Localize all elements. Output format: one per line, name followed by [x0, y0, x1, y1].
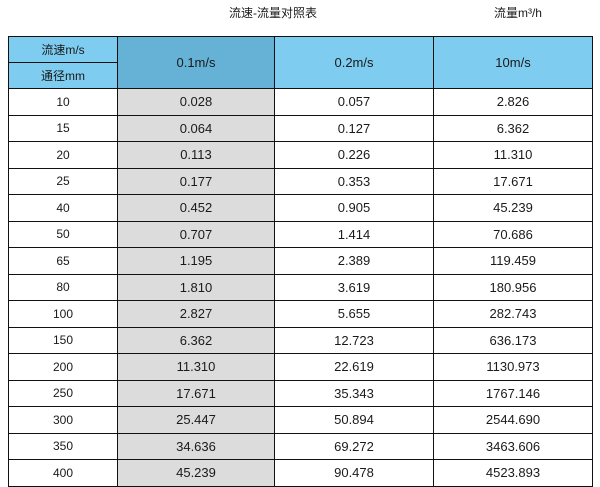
cell-flow-1: 0.113 [117, 141, 275, 169]
cell-flow-2: 35.343 [274, 379, 434, 407]
cell-flow-1: 0.707 [117, 220, 275, 248]
cell-diameter: 100 [8, 300, 118, 328]
cell-diameter: 300 [8, 406, 118, 434]
cell-flow-1: 0.452 [117, 194, 275, 222]
column-header-velocity-2: 0.2m/s [274, 36, 434, 89]
cell-flow-2: 12.723 [274, 326, 434, 354]
table-row: 80 1.810 3.619 180.956 [8, 273, 593, 301]
cell-diameter: 200 [8, 353, 118, 381]
cell-diameter: 65 [8, 247, 118, 275]
cell-flow-1: 0.028 [117, 88, 275, 116]
table-row: 400 45.239 90.478 4523.893 [8, 459, 593, 487]
cell-flow-3: 636.173 [433, 326, 593, 354]
cell-diameter: 350 [8, 432, 118, 460]
table-row: 250 17.671 35.343 1767.146 [8, 379, 593, 407]
flow-conversion-table: 流速m/s 0.1m/s 0.2m/s 10m/s 通径mm 10 0.028 0.… [8, 36, 593, 487]
table-row: 20 0.113 0.226 11.310 [8, 141, 593, 169]
cell-flow-1: 17.671 [117, 379, 275, 407]
column-header-velocity-3: 10m/s [433, 36, 593, 89]
cell-flow-1: 6.362 [117, 326, 275, 354]
cell-flow-2: 0.057 [274, 88, 434, 116]
flow-table-wrapper: 流速m/s 0.1m/s 0.2m/s 10m/s 通径mm 10 0.028 0.… [8, 36, 593, 487]
table-row: 65 1.195 2.389 119.459 [8, 247, 593, 275]
cell-flow-2: 1.414 [274, 220, 434, 248]
cell-flow-2: 3.619 [274, 273, 434, 301]
table-body: 10 0.028 0.057 2.826 15 0.064 0.127 6.362 20 0.11… [8, 88, 593, 487]
cell-flow-3: 4523.893 [433, 459, 593, 487]
cell-flow-2: 5.655 [274, 300, 434, 328]
table-row: 40 0.452 0.905 45.239 [8, 194, 593, 222]
header-row-bottom: 通径mm [8, 62, 593, 89]
cell-diameter: 400 [8, 459, 118, 487]
cell-diameter: 40 [8, 194, 118, 222]
cell-flow-3: 282.743 [433, 300, 593, 328]
cell-flow-3: 180.956 [433, 273, 593, 301]
cell-flow-3: 3463.606 [433, 432, 593, 460]
table-row: 350 34.636 69.272 3463.606 [8, 432, 593, 460]
table-row: 50 0.707 1.414 70.686 [8, 220, 593, 248]
cell-diameter: 15 [8, 114, 118, 142]
table-row: 100 2.827 5.655 282.743 [8, 300, 593, 328]
cell-flow-1: 0.064 [117, 114, 275, 142]
cell-flow-3: 45.239 [433, 194, 593, 222]
cell-flow-1: 0.177 [117, 167, 275, 195]
cell-diameter: 20 [8, 141, 118, 169]
cell-flow-2: 2.389 [274, 247, 434, 275]
cell-flow-3: 1767.146 [433, 379, 593, 407]
cell-diameter: 10 [8, 88, 118, 116]
cell-flow-1: 11.310 [117, 353, 275, 381]
cell-flow-3: 6.362 [433, 114, 593, 142]
cell-flow-3: 17.671 [433, 167, 593, 195]
table-row: 10 0.028 0.057 2.826 [8, 88, 593, 116]
cell-flow-2: 50.894 [274, 406, 434, 434]
cell-flow-1: 2.827 [117, 300, 275, 328]
cell-diameter: 250 [8, 379, 118, 407]
cell-flow-1: 25.447 [117, 406, 275, 434]
table-row: 300 25.447 50.894 2544.690 [8, 406, 593, 434]
cell-flow-2: 0.127 [274, 114, 434, 142]
table-row: 25 0.177 0.353 17.671 [8, 167, 593, 195]
cell-flow-1: 1.195 [117, 247, 275, 275]
cell-flow-2: 0.353 [274, 167, 434, 195]
cell-flow-1: 1.810 [117, 273, 275, 301]
cell-diameter: 80 [8, 273, 118, 301]
cell-flow-3: 11.310 [433, 141, 593, 169]
cell-flow-3: 119.459 [433, 247, 593, 275]
table-row: 15 0.064 0.127 6.362 [8, 114, 593, 142]
cell-flow-3: 1130.973 [433, 353, 593, 381]
cell-flow-3: 70.686 [433, 220, 593, 248]
cell-flow-2: 22.619 [274, 353, 434, 381]
cell-flow-1: 45.239 [117, 459, 275, 487]
cell-diameter: 50 [8, 220, 118, 248]
table-header: 流速m/s 0.1m/s 0.2m/s 10m/s 通径mm [8, 36, 593, 89]
unit-label: 流量m³/h [493, 6, 542, 20]
column-header-velocity-1: 0.1m/s [117, 36, 275, 89]
cell-flow-3: 2.826 [433, 88, 593, 116]
cell-flow-2: 0.905 [274, 194, 434, 222]
cell-diameter: 25 [8, 167, 118, 195]
table-row: 150 6.362 12.723 636.173 [8, 326, 593, 354]
cell-flow-1: 34.636 [117, 432, 275, 460]
cell-flow-2: 69.272 [274, 432, 434, 460]
header-row-top: 流速m/s 0.1m/s 0.2m/s 10m/s [8, 36, 593, 89]
corner-header-velocity: 流速m/s [8, 36, 118, 63]
caption-row: 流速-流量对照表 流量m³/h [0, 0, 600, 32]
page-title: 流速-流量对照表 [229, 6, 317, 20]
cell-flow-2: 90.478 [274, 459, 434, 487]
table-row: 200 11.310 22.619 1130.973 [8, 353, 593, 381]
cell-flow-2: 0.226 [274, 141, 434, 169]
cell-diameter: 150 [8, 326, 118, 354]
corner-header-diameter: 通径mm [8, 62, 118, 89]
cell-flow-3: 2544.690 [433, 406, 593, 434]
